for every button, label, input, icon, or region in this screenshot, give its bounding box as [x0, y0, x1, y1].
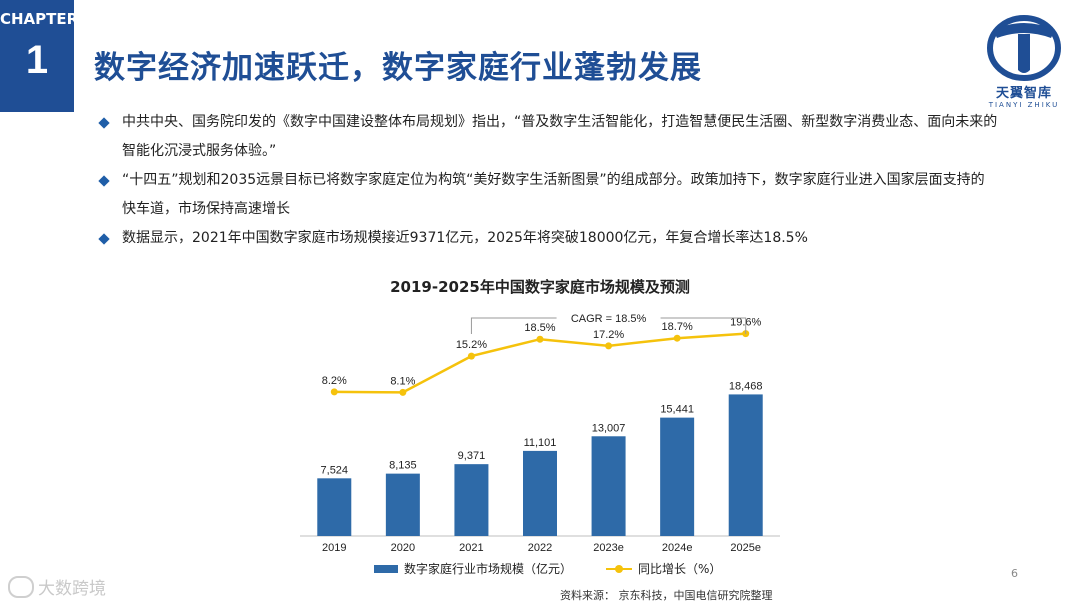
bar: [591, 436, 626, 536]
diamond-bullet-icon: [98, 233, 110, 245]
growth-point: [467, 352, 475, 360]
bar-value-label: 8,135: [389, 460, 417, 472]
tianyi-logo-icon: [987, 15, 1061, 81]
legend-bar-label: 数字家庭行业市场规模（亿元）: [404, 562, 573, 576]
bar-value-label: 13,007: [592, 422, 626, 434]
bullet-item: “十四五”规划和2035远景目标已将数字家庭定位为构筑“美好数字生活新图景”的组…: [98, 166, 998, 224]
bar-value-label: 7,524: [321, 464, 349, 476]
x-tick-label: 2019: [322, 542, 346, 554]
bar-value-label: 18,468: [729, 380, 763, 392]
bar: [454, 464, 489, 536]
legend-line-label: 同比增长（%）: [638, 562, 722, 576]
bullet-text: “十四五”规划和2035远景目标已将数字家庭定位为构筑“美好数字生活新图景”的组…: [122, 172, 985, 217]
legend-bar-swatch-icon: [374, 564, 398, 573]
growth-value-label: 17.2%: [593, 329, 624, 341]
bullet-text: 中共中央、国务院印发的《数字中国建设整体布局规划》指出，“普及数字生活智能化，打…: [122, 114, 998, 159]
bar: [523, 450, 557, 536]
bar-value-label: 15,441: [660, 404, 694, 416]
page-number: 6: [1011, 567, 1018, 580]
x-tick-label: 2025e: [730, 542, 761, 554]
bar: [385, 473, 420, 536]
logo-name: 天翼智库: [995, 86, 1052, 101]
cagr-annotation: CAGR = 18.5%: [571, 313, 647, 325]
watermark-logo-icon: [8, 575, 34, 598]
bar: [660, 417, 695, 536]
bullet-item: 中共中央、国务院印发的《数字中国建设整体布局规划》指出，“普及数字生活智能化，打…: [98, 108, 998, 166]
growth-value-label: 8.2%: [322, 375, 347, 387]
market-size-chart: 7,524 2019 8,135 2020 9,371 2021 11,101 2022 13,…: [300, 309, 780, 554]
bar-value-label: 9,371: [458, 450, 486, 462]
x-tick-label: 2024e: [662, 542, 693, 554]
diamond-bullet-icon: [98, 175, 110, 187]
x-tick-label: 2021: [459, 542, 483, 554]
source-note: 资料来源： 京东科技，中国电信研究院整理: [560, 589, 773, 602]
bar-value-label: 11,101: [524, 437, 557, 449]
chart-legend: 数字家庭行业市场规模（亿元） 同比增长（%）: [374, 560, 721, 577]
chapter-number: 1: [25, 38, 49, 82]
growth-value-label: 18.7%: [662, 321, 693, 333]
growth-value-label: 18.5%: [524, 322, 555, 334]
x-tick-label: 2023e: [593, 542, 624, 554]
chapter-box: CHAPTER 1: [0, 0, 79, 112]
watermark-text: 大数跨境: [38, 579, 106, 599]
growth-point: [673, 334, 681, 342]
bullet-item: 数据显示，2021年中国数字家庭市场规模接近9371亿元，2025年将突破180…: [98, 224, 998, 253]
x-tick-label: 2020: [391, 542, 415, 554]
watermark: 大数跨境: [8, 574, 106, 599]
bar: [317, 478, 352, 536]
bar: [728, 394, 763, 536]
cagr-label-bg: [556, 309, 661, 327]
logo: 天翼智库 TIANYI ZHIKU: [980, 12, 1068, 109]
chart-title: 2019-2025年中国数字家庭市场规模及预测: [390, 278, 690, 296]
chapter-label: CHAPTER: [0, 10, 79, 28]
growth-point: [399, 388, 407, 396]
growth-value-label: 8.1%: [390, 375, 415, 387]
diamond-bullet-icon: [98, 117, 110, 129]
legend-line-swatch-icon: [606, 564, 633, 573]
bullet-text: 数据显示，2021年中国数字家庭市场规模接近9371亿元，2025年将突破180…: [122, 230, 808, 246]
growth-point: [536, 335, 544, 343]
growth-point: [330, 388, 338, 396]
growth-value-label: 15.2%: [456, 339, 487, 351]
bullet-list: 中共中央、国务院印发的《数字中国建设整体布局规划》指出，“普及数字生活智能化，打…: [98, 108, 998, 253]
growth-point: [605, 342, 613, 350]
page-title: 数字经济加速跃迁，数字家庭行业蓬勃发展: [94, 50, 702, 86]
logo-subtitle: TIANYI ZHIKU: [988, 101, 1060, 109]
x-tick-label: 2022: [528, 542, 552, 554]
